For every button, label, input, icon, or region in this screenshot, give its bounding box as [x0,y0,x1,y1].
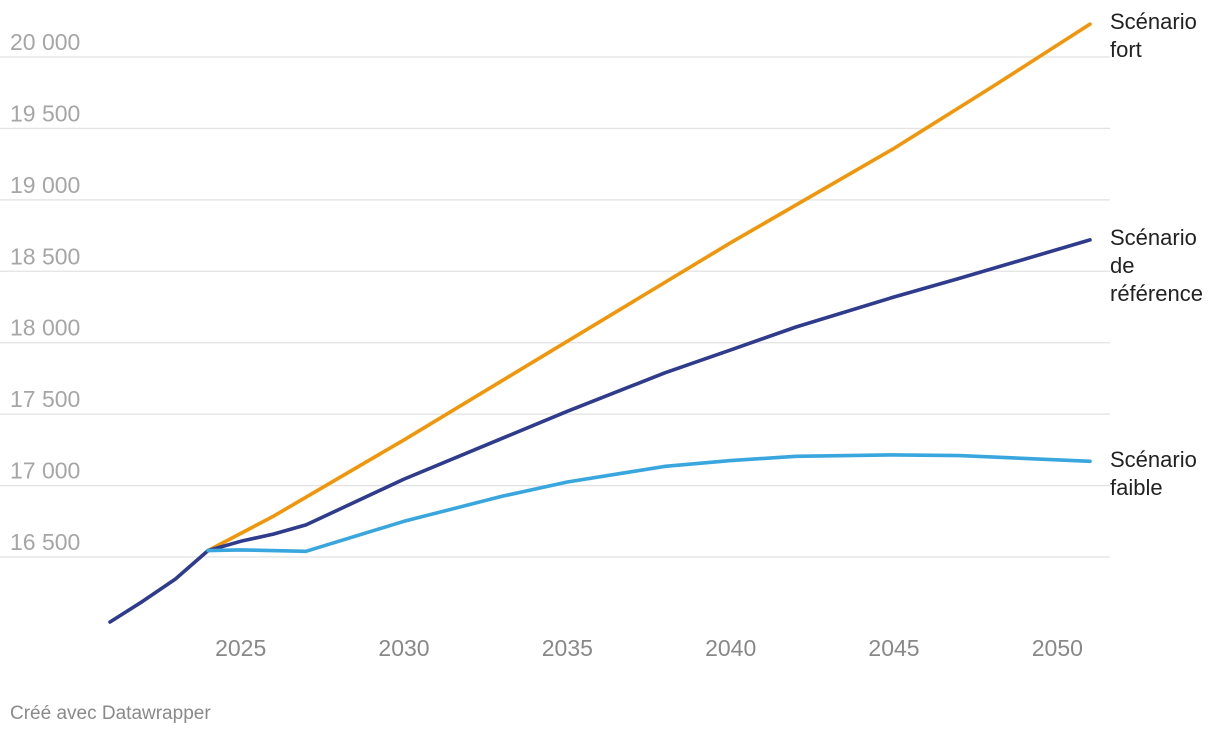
y-tick-label: 20 000 [10,29,80,55]
y-tick-label: 17 500 [10,386,80,412]
series-line-0 [206,22,1092,553]
y-tick-label: 16 500 [10,529,80,555]
x-tick-label: 2040 [705,635,756,661]
series-line-2 [206,453,1092,554]
series-label-0: Scénario fort [1110,9,1197,62]
y-tick-label: 18 000 [10,315,80,341]
x-tick-label: 2030 [378,635,429,661]
y-axis-tick-labels: 16 500 17 000 17 500 18 000 18 500 19 000 19 5… [10,29,80,555]
x-tick-label: 2025 [215,635,266,661]
series-line-1 [108,238,1092,624]
series-lines [108,22,1092,624]
x-axis-tick-labels: 2025 2030 2035 2040 2045 2050 [215,635,1083,661]
x-tick-label: 2045 [868,635,919,661]
credit-text: Créé avec Datawrapper [10,703,211,724]
x-tick-label: 2050 [1032,635,1083,661]
series-label-2: Scénario faible [1110,447,1197,500]
gridlines [0,56,1110,558]
y-tick-label: 19 500 [10,100,80,126]
series-label-1: Scénario de référence [1110,225,1203,306]
y-tick-label: 19 000 [10,172,80,198]
x-tick-label: 2035 [542,635,593,661]
series-labels: Scénario fort Scénario de référence Scénario f… [1110,9,1203,500]
y-tick-label: 18 500 [10,243,80,269]
y-tick-label: 17 000 [10,458,80,484]
